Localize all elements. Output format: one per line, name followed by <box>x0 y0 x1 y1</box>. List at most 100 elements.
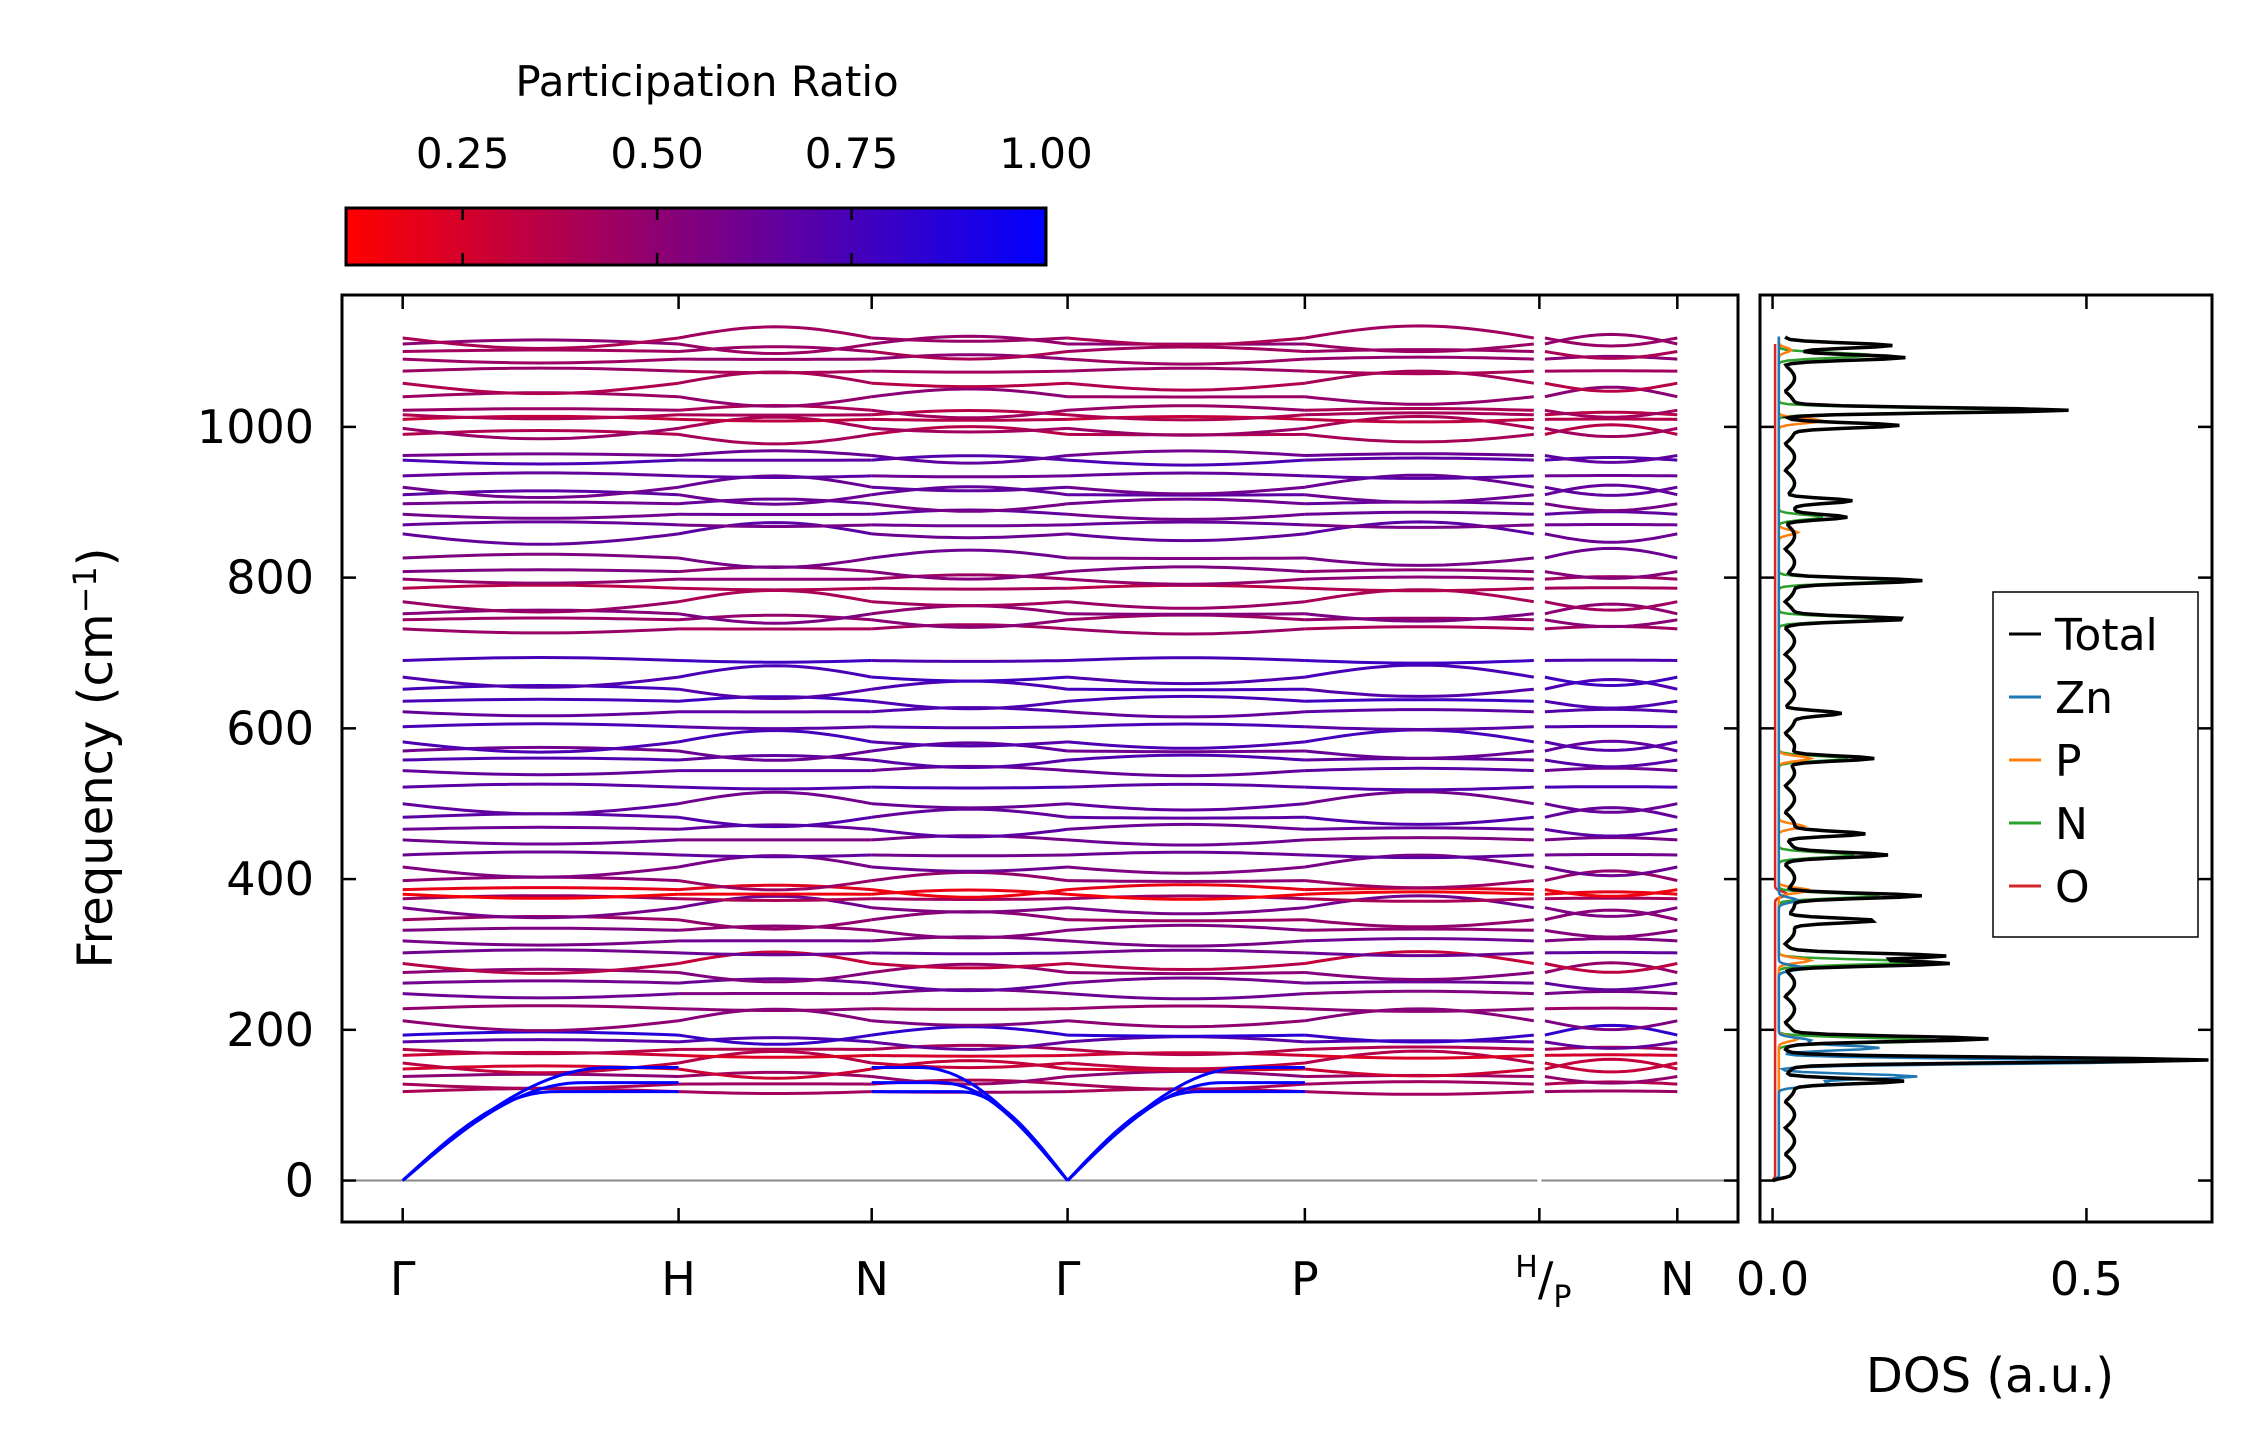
phonon-band <box>1304 417 1534 424</box>
phonon-band <box>1304 395 1534 406</box>
phonon-band <box>1304 1067 1534 1078</box>
phonon-band <box>871 387 1068 399</box>
phonon-band <box>402 1019 679 1033</box>
phonon-band <box>678 523 872 528</box>
colorbar-tick-label: 0.25 <box>416 129 510 178</box>
phonon-band <box>1544 408 1678 419</box>
phonon-band <box>1067 497 1305 506</box>
phonon-band <box>871 659 1068 663</box>
phonon-band <box>871 586 1068 591</box>
phonon-band <box>1067 485 1306 496</box>
phonon-band <box>1544 546 1678 560</box>
k-point-label: P <box>1291 1252 1319 1306</box>
phonon-band <box>1544 1061 1678 1074</box>
phonon-band <box>871 1043 1068 1051</box>
phonon-band <box>1304 853 1534 860</box>
phonon-band <box>1304 989 1534 996</box>
phonon-band <box>1544 699 1678 710</box>
dos-axes: 0.0 0.5 <box>1736 293 2214 1306</box>
acoustic-band <box>871 1066 1069 1182</box>
phonon-band <box>1304 407 1534 412</box>
phonon-band <box>402 471 679 478</box>
phonon-band <box>1544 865 1678 878</box>
phonon-band <box>402 675 679 689</box>
legend-label: Total <box>2054 610 2158 661</box>
phonon-band <box>1544 1040 1678 1050</box>
phonon-band <box>1067 556 1305 560</box>
phonon-band <box>871 417 1068 422</box>
phonon-band <box>402 413 679 421</box>
phonon-band <box>402 892 679 900</box>
phonon-band <box>871 1061 1068 1070</box>
phonon-band <box>871 785 1068 790</box>
phonon-band <box>1544 908 1678 922</box>
phonon-band <box>1067 345 1305 353</box>
phonon-band <box>1067 426 1306 437</box>
phonon-band <box>402 756 679 762</box>
phonon-band <box>871 369 1068 374</box>
phonon-band <box>678 1007 872 1012</box>
phonon-band <box>678 1090 872 1095</box>
phonon-band <box>871 1040 1068 1051</box>
phonon-band <box>1544 981 1678 992</box>
phonon-band <box>402 865 679 879</box>
phonon-band <box>402 948 679 955</box>
phonon-band <box>402 825 679 831</box>
phonon-band <box>1304 698 1534 703</box>
phonon-band <box>871 548 1068 560</box>
phonon-band <box>871 807 1068 819</box>
phonon-band <box>1544 758 1678 769</box>
phonon-band <box>402 426 679 441</box>
phonon-band <box>871 699 1068 711</box>
phonon-band <box>1544 454 1678 464</box>
phonon-band <box>678 785 872 791</box>
phonon-band <box>1304 411 1534 417</box>
acoustic-band <box>401 1090 679 1182</box>
colorbar-ticks: 0.25 0.50 0.75 1.00 <box>416 129 1093 265</box>
phonon-band <box>1067 627 1306 636</box>
phonon-band <box>1304 1033 1534 1044</box>
phonon-band <box>1544 806 1678 819</box>
phonon-band <box>1304 1007 1535 1023</box>
phonon-band <box>871 870 1068 883</box>
y-tick-label: 1000 <box>197 400 314 454</box>
legend-label: Zn <box>2055 673 2113 724</box>
phonon-band <box>871 865 1068 873</box>
phonon-band <box>871 1053 1068 1058</box>
phonon-band <box>871 573 1068 581</box>
phonon-band <box>871 532 1068 540</box>
phonon-band <box>871 618 1068 629</box>
phonon-band <box>1067 612 1305 616</box>
phonon-band <box>1304 890 1534 896</box>
phonon-band <box>1067 879 1305 884</box>
phonon-band <box>1067 404 1305 412</box>
phonon-band <box>1544 602 1678 616</box>
phonon-band <box>1544 385 1678 399</box>
phonon-band <box>678 417 872 423</box>
phonon-band <box>678 883 872 892</box>
dos-x-tick-label: 0.5 <box>2050 1252 2123 1306</box>
phonon-band <box>678 493 872 506</box>
phonon-band <box>1067 883 1305 892</box>
acoustic-band <box>401 1066 679 1182</box>
phonon-band <box>402 627 679 635</box>
phonon-band <box>1067 802 1306 812</box>
phonon-band <box>402 992 679 1000</box>
phonon-band <box>1304 612 1534 623</box>
phonon-band <box>1544 906 1678 918</box>
phonon-band <box>678 664 872 679</box>
phonon-band <box>1544 989 1678 996</box>
dos-panel: 0.0 0.5 DOS (a.u.) Total Zn PNO <box>1736 293 2214 1404</box>
phonon-band <box>1304 879 1534 890</box>
phonon-band <box>1544 1075 1678 1085</box>
phonon-band <box>402 1047 679 1056</box>
phonon-band <box>678 853 872 859</box>
phonon-band <box>1544 354 1678 361</box>
phonon-band <box>1067 613 1305 622</box>
phonon-band <box>678 556 872 570</box>
dos-x-tick-label: 0.0 <box>1736 1252 1809 1306</box>
phonon-band <box>402 740 679 754</box>
phonon-band <box>871 381 1068 389</box>
phonon-band <box>1304 520 1535 536</box>
phonon-band <box>1304 785 1534 792</box>
